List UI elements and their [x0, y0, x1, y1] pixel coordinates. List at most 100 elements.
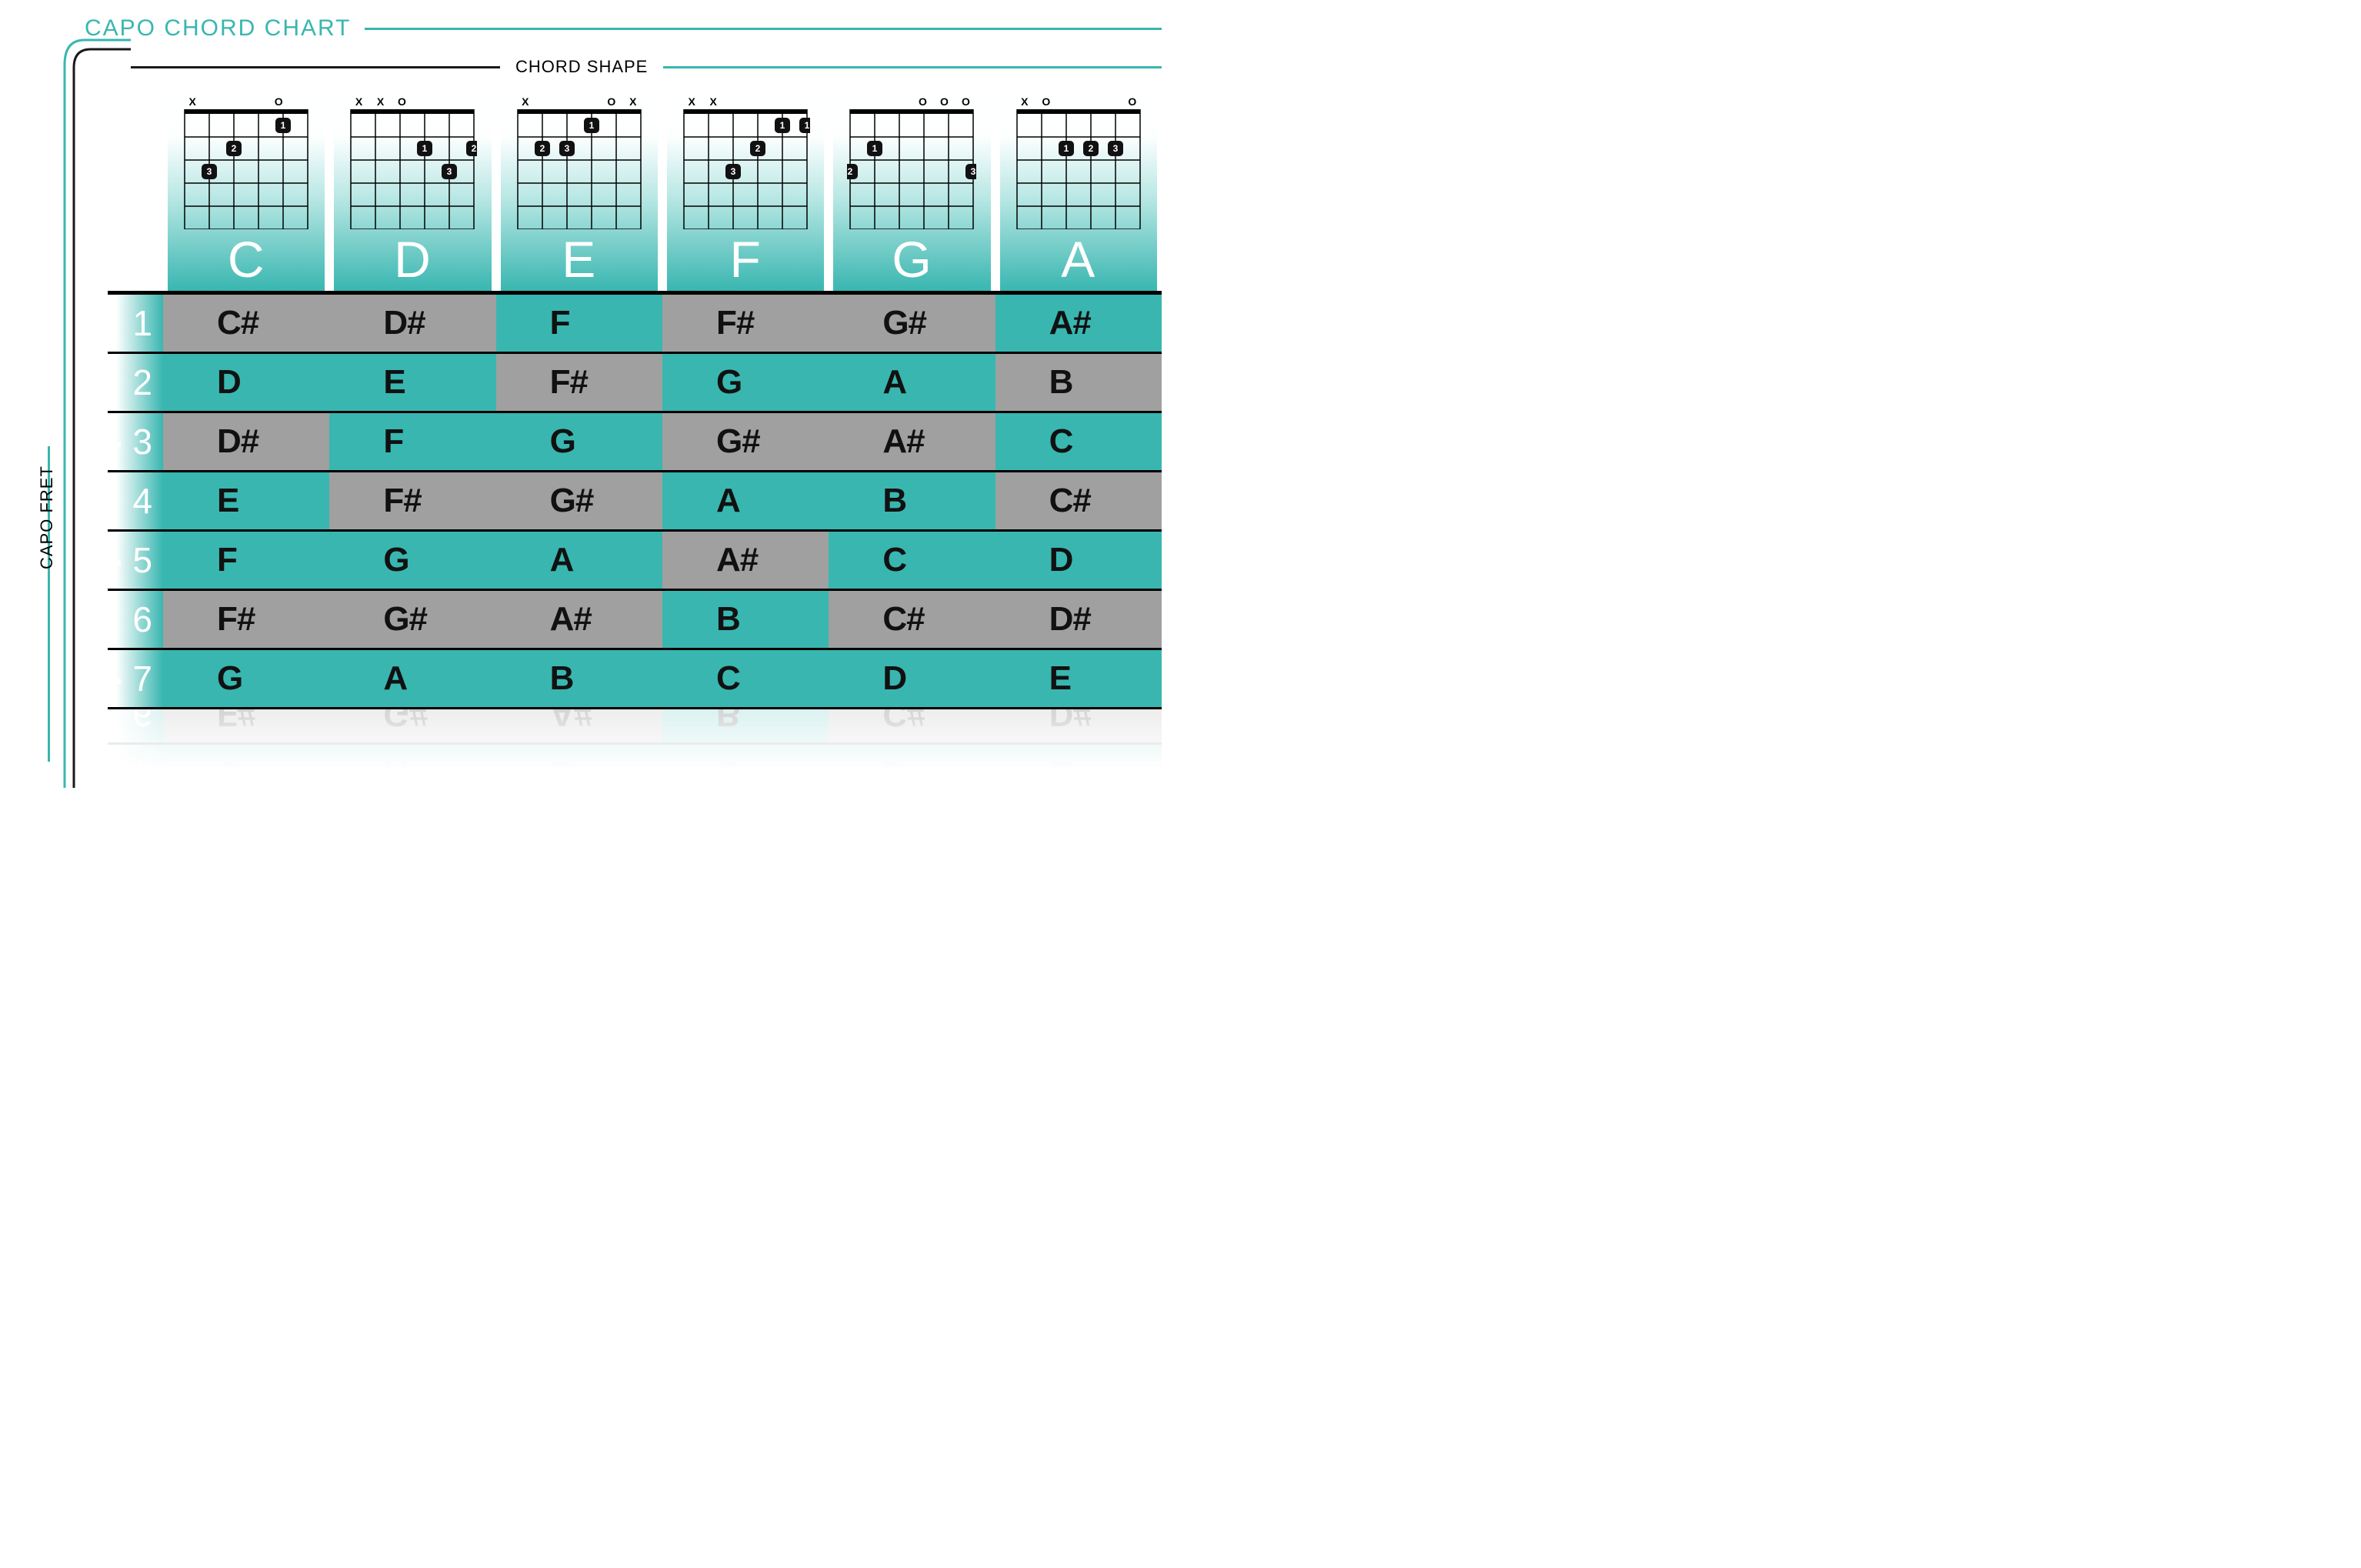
svg-text:2: 2 [539, 143, 545, 154]
chord-cell: A# [995, 295, 1162, 352]
chord-cell: F# [163, 709, 329, 742]
string-marker: O [933, 95, 955, 108]
chord-cell: A# [496, 591, 662, 648]
svg-text:3: 3 [207, 166, 212, 177]
chord-cell: G# [329, 591, 495, 648]
svg-text:1: 1 [1063, 143, 1069, 154]
capo-fret-axis-label: CAPO FRET [37, 465, 57, 569]
string-marker: X [348, 95, 369, 108]
string-marker [289, 95, 311, 108]
fret-number-label: 1 [108, 295, 163, 352]
string-marker: X [622, 95, 644, 108]
chord-diagram-d: XXO123 [348, 95, 477, 229]
string-marker: O [268, 95, 289, 108]
string-marker: X [515, 95, 536, 108]
chord-cell: D# [995, 591, 1162, 648]
chord-cell: G [163, 745, 329, 802]
string-marker [847, 95, 869, 108]
string-marker: O [1122, 95, 1143, 108]
fret-row: 1C#D#FF#G#A# [108, 295, 1162, 354]
svg-text:2: 2 [232, 143, 237, 154]
fret-row: 6F#G#A#BC#D# [108, 591, 1162, 650]
string-marker [767, 95, 789, 108]
chord-cell: G# [329, 709, 495, 742]
chord-diagram-f: XX1123 [681, 95, 810, 229]
string-marker [536, 95, 558, 108]
chord-shape-letter: C [228, 234, 265, 285]
chord-cell: C [829, 532, 995, 589]
string-marker [1079, 95, 1100, 108]
chord-cell: D [829, 745, 995, 802]
axis-line-dark [131, 66, 500, 68]
table-reflection: 7GABCDE6F#G#A#BC#D# [108, 709, 1162, 802]
chord-shape-header: XO123C [168, 85, 325, 291]
string-marker: O [601, 95, 622, 108]
fret-row: 7GABCDE [108, 742, 1162, 802]
chord-cell: A# [496, 709, 662, 742]
chord-cell: E [995, 650, 1162, 707]
chord-cell: D [163, 354, 329, 411]
string-marker [890, 95, 912, 108]
chord-shape-header: XOX123E [501, 85, 658, 291]
fret-number-label: 4 [108, 472, 163, 529]
chord-cell: C# [163, 295, 329, 352]
chart-frame: CAPO FRET CAPO CHORD CHART CHORD SHAPE X… [23, 15, 1162, 802]
string-marker: O [391, 95, 412, 108]
chord-cell: F [496, 295, 662, 352]
fret-number-label: 5 [108, 532, 163, 589]
chord-shape-letter: E [562, 234, 596, 285]
chord-diagram-c: XO123 [182, 95, 311, 229]
svg-text:2: 2 [755, 143, 761, 154]
chord-cell: B [662, 709, 829, 742]
chord-cell: C [995, 413, 1162, 470]
fret-row: 6F#G#A#BC#D# [108, 709, 1162, 742]
string-marker: X [182, 95, 203, 108]
chord-cell: G [496, 413, 662, 470]
chord-shape-letter: D [394, 234, 432, 285]
chord-shape-letter: A [1061, 234, 1095, 285]
chord-cell: F# [662, 295, 829, 352]
chord-cell: B [662, 591, 829, 648]
string-marker [579, 95, 601, 108]
chord-shape-letter: G [892, 234, 932, 285]
string-marker: X [1014, 95, 1035, 108]
chord-cell: A [329, 745, 495, 802]
chord-cell: D# [163, 413, 329, 470]
chord-cell: G [662, 354, 829, 411]
svg-text:1: 1 [589, 120, 594, 131]
svg-text:2: 2 [1088, 143, 1093, 154]
string-marker: X [702, 95, 724, 108]
fret-number-label: 7 [108, 745, 163, 802]
string-marker [246, 95, 268, 108]
string-marker [789, 95, 810, 108]
chord-shape-header: XX1123F [667, 85, 824, 291]
svg-text:3: 3 [731, 166, 736, 177]
chord-cell: E [329, 354, 495, 411]
fret-number-label: 7 [108, 650, 163, 707]
chord-cell: F# [496, 354, 662, 411]
header-row: XO123CXXO123DXOX123EXX1123FOOO123GXOO123… [108, 85, 1162, 295]
chord-cell: A [829, 354, 995, 411]
chord-cell: D [995, 532, 1162, 589]
svg-text:2: 2 [848, 166, 853, 177]
chord-cell: C# [829, 591, 995, 648]
string-marker: O [912, 95, 933, 108]
svg-text:1: 1 [780, 120, 785, 131]
string-marker [745, 95, 767, 108]
chord-diagram-g: OOO123 [847, 95, 976, 229]
title-line [365, 28, 1162, 30]
chord-cell: E [163, 472, 329, 529]
string-marker: O [955, 95, 976, 108]
chord-cell: D [829, 650, 995, 707]
chord-cell: E [995, 745, 1162, 802]
string-marker [455, 95, 477, 108]
chord-cell: F [329, 413, 495, 470]
fret-number-label: 6 [108, 709, 163, 742]
svg-text:3: 3 [447, 166, 452, 177]
chart-content: XO123CXXO123DXOX123EXX1123FOOO123GXOO123… [108, 85, 1162, 709]
fret-row: 2DEF#GAB [108, 354, 1162, 413]
svg-text:1: 1 [805, 120, 810, 131]
svg-text:3: 3 [1112, 143, 1118, 154]
chord-shape-letter: F [729, 234, 761, 285]
chord-cell: A# [662, 532, 829, 589]
